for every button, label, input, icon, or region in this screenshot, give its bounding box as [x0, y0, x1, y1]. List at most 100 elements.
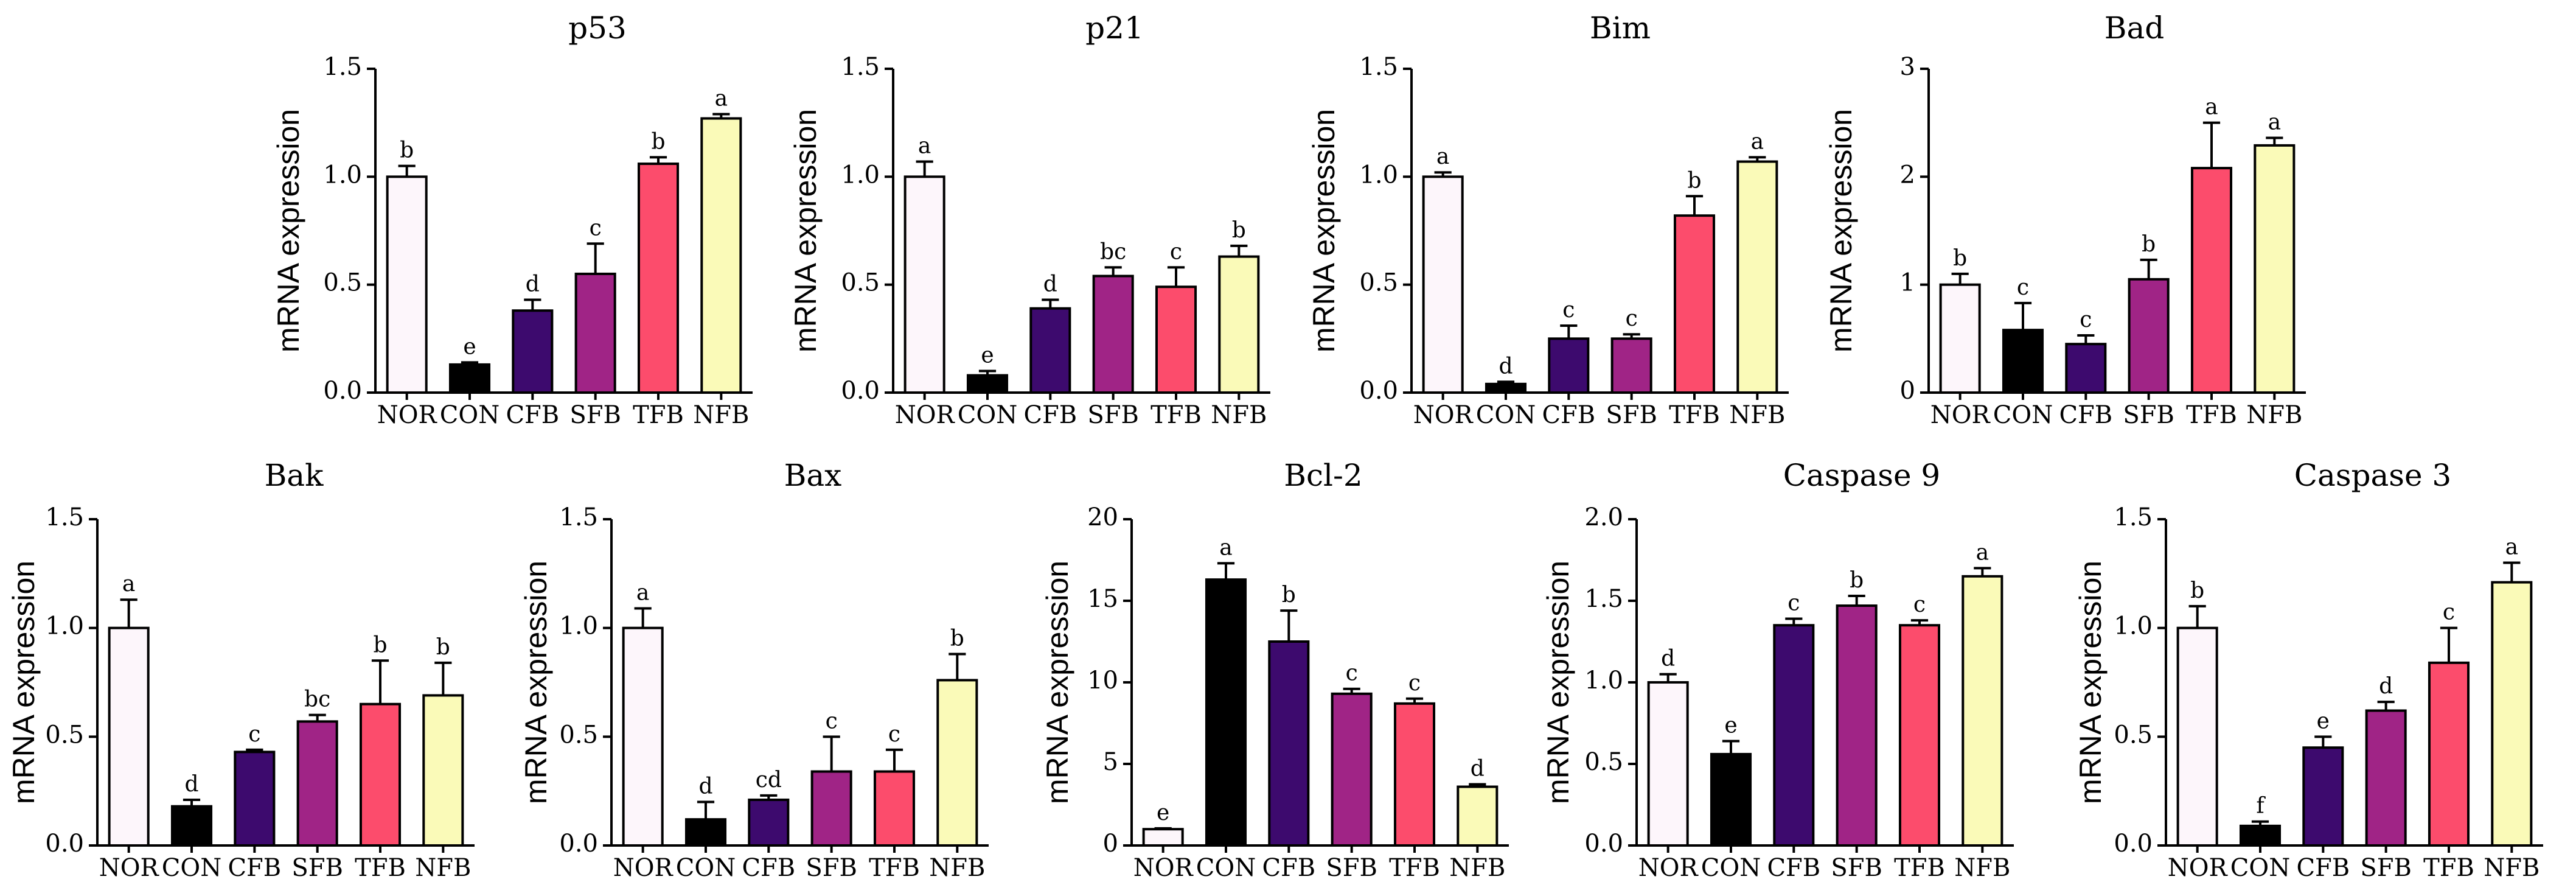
x-tick-label: NOR: [613, 854, 674, 882]
y-tick-label: 1.5: [841, 53, 880, 81]
y-tick-label: 1.5: [45, 503, 84, 531]
significance-letter: c: [888, 722, 900, 747]
x-tick-label: CFB: [742, 854, 795, 882]
significance-letter: c: [1408, 671, 1421, 696]
significance-letter: e: [463, 334, 476, 359]
bar-nfb: [1457, 785, 1499, 847]
significance-letter: c: [1170, 239, 1182, 264]
x-tick-label: CON: [162, 854, 221, 882]
x-tick-label: CFB: [1767, 854, 1820, 882]
y-tick-label: 1.0: [841, 161, 880, 189]
significance-letter: d: [1661, 646, 1675, 671]
significance-letter: d: [1471, 757, 1485, 782]
x-tick-label: NOR: [377, 401, 438, 429]
chart-title: Bax: [784, 458, 842, 493]
chart-panel-p53: p53 mRNA expression 0.0 0.5 1.0 1.5 NOR b CON e CF…: [271, 10, 753, 429]
y-tick-label: 0.0: [559, 830, 598, 858]
x-tick-label: NFB: [1449, 854, 1505, 882]
x-tick-label: TFB: [1669, 401, 1720, 429]
significance-letter: c: [1626, 306, 1638, 331]
bar-nor: [1647, 681, 1689, 847]
y-axis-label: mRNA expression: [1541, 561, 1575, 804]
bar-sfb: [1836, 604, 1878, 847]
x-tick-label: CFB: [2059, 401, 2112, 429]
y-tick-label: 15: [1087, 585, 1118, 613]
y-tick-label: 0.0: [2114, 830, 2153, 858]
x-tick-label: CFB: [228, 854, 281, 882]
significance-letter: c: [248, 722, 260, 747]
significance-letter: c: [2080, 307, 2092, 332]
bar-nor: [108, 626, 150, 847]
x-tick-label: CON: [2230, 854, 2290, 882]
bar-con: [1710, 752, 1752, 847]
significance-letter: b: [373, 632, 387, 657]
y-axis-label: mRNA expression: [2073, 561, 2108, 804]
bar-cfb: [1268, 640, 1310, 847]
bar-cfb: [2065, 343, 2107, 394]
chart-title: Bad: [2104, 10, 2165, 46]
bar-sfb: [1331, 692, 1373, 847]
bar-nfb: [936, 679, 978, 847]
bar-con: [966, 374, 1009, 394]
x-tick-label: SFB: [569, 401, 621, 429]
bar-cfb: [234, 751, 276, 847]
significance-letter: d: [2379, 674, 2393, 699]
significance-letter: bc: [1100, 239, 1126, 264]
x-tick-label: SFB: [1831, 854, 1882, 882]
significance-letter: c: [1562, 298, 1575, 323]
x-tick-label: NFB: [415, 854, 471, 882]
y-tick-label: 1.5: [323, 53, 362, 81]
significance-letter: a: [1976, 540, 1989, 565]
x-tick-label: TFB: [355, 854, 406, 882]
chart-title: Bim: [1590, 10, 1651, 46]
significance-letter: b: [2190, 578, 2204, 603]
x-tick-label: CON: [958, 401, 1017, 429]
bar-con: [2002, 329, 2044, 394]
x-tick-label: NOR: [1413, 401, 1474, 429]
chart-title: Caspase 9: [1783, 458, 1941, 493]
bar-con: [448, 363, 491, 394]
bar-nfb: [700, 117, 742, 394]
significance-letter: b: [1850, 568, 1864, 593]
bar-cfb: [748, 798, 790, 847]
y-tick-label: 0: [1103, 830, 1118, 858]
x-tick-label: NFB: [929, 854, 985, 882]
significance-letter: a: [2205, 95, 2218, 120]
y-tick-label: 1.0: [1584, 667, 1623, 695]
y-tick-label: 1.5: [1584, 585, 1623, 613]
significance-letter: d: [526, 271, 540, 296]
significance-letter: c: [590, 215, 602, 240]
bar-sfb: [2128, 278, 2170, 394]
x-tick-label: SFB: [2123, 401, 2174, 429]
significance-letter: d: [1499, 354, 1513, 379]
significance-letter: a: [122, 572, 135, 597]
bar-cfb: [1029, 307, 1071, 394]
bar-nor: [903, 175, 945, 394]
y-axis-label: mRNA expression: [271, 109, 305, 352]
x-tick-label: SFB: [1606, 401, 1657, 429]
significance-letter: d: [184, 772, 198, 797]
x-tick-label: TFB: [633, 401, 684, 429]
significance-letter: c: [2017, 275, 2029, 300]
y-tick-label: 2.0: [1584, 503, 1623, 531]
x-tick-label: CFB: [1023, 401, 1077, 429]
y-tick-label: 0.5: [2114, 721, 2153, 749]
y-tick-label: 3: [1900, 53, 1915, 81]
bar-sfb: [2365, 709, 2407, 847]
y-tick-label: 1.0: [1359, 161, 1398, 189]
y-tick-label: 0.5: [559, 721, 598, 749]
x-tick-label: TFB: [2423, 854, 2474, 882]
x-tick-label: NFB: [1954, 854, 2010, 882]
bar-nor: [2176, 626, 2218, 847]
bar-con: [2239, 824, 2282, 847]
x-tick-label: NOR: [895, 401, 956, 429]
bar-nor: [1422, 175, 1464, 394]
y-tick-label: 0.5: [45, 721, 84, 749]
x-tick-label: CON: [1196, 854, 1256, 882]
bar-tfb: [1898, 624, 1941, 847]
significance-letter: c: [1913, 592, 1926, 617]
x-tick-label: CFB: [506, 401, 559, 429]
y-tick-label: 0.0: [1359, 377, 1398, 405]
